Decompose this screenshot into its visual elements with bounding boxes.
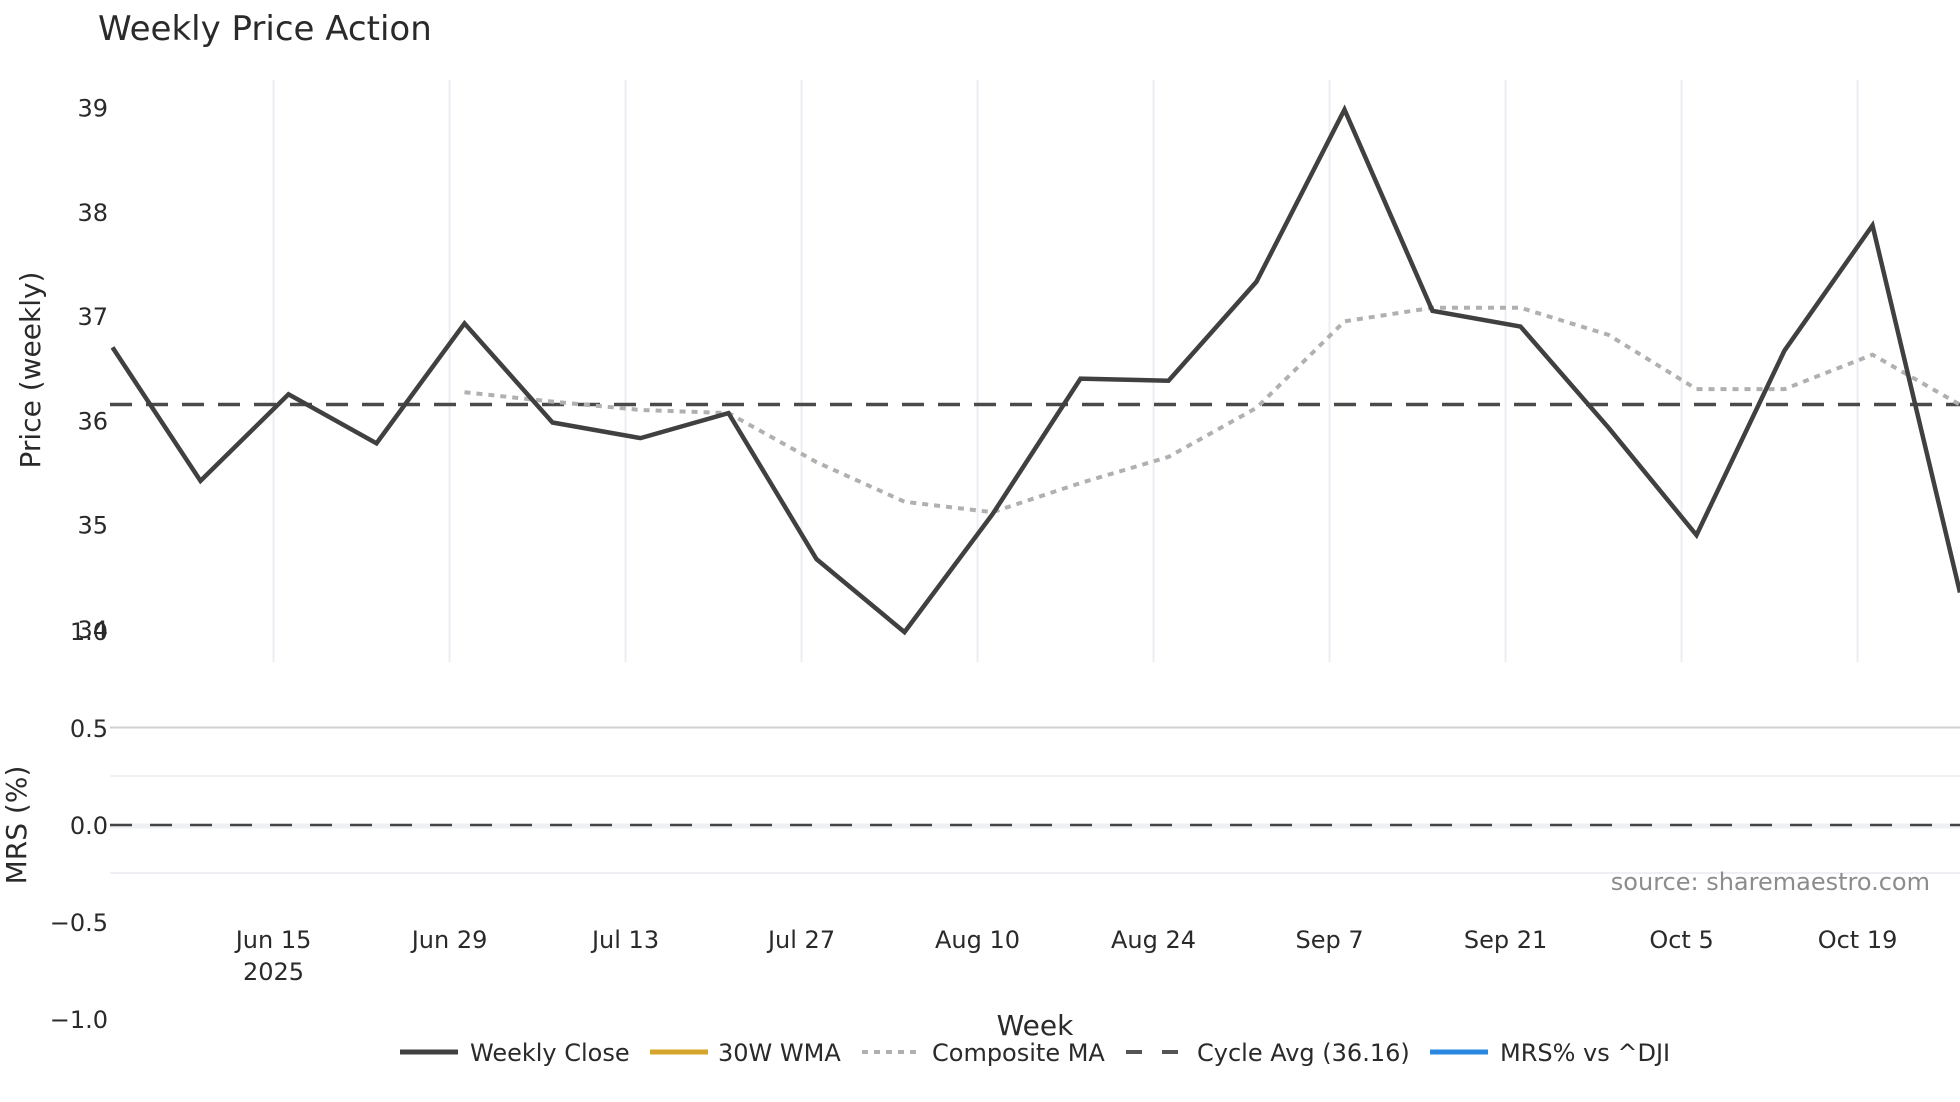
mrs-tick-label: −0.5 — [50, 909, 108, 937]
price-tick-label: 35 — [77, 512, 108, 540]
x-tick-label: Aug 24 — [1111, 926, 1196, 954]
x-axis-ticks: Jun 15 2025 Jun 29 Jul 13 Jul 27 Aug 10 Aug 24… — [234, 926, 1898, 986]
price-axis-label: Price (weekly) — [14, 272, 47, 469]
x-tick-year: 2025 — [243, 958, 304, 986]
mrs-tick-label: 1.0 — [70, 618, 108, 646]
price-tick-label: 37 — [77, 303, 108, 331]
legend-label: Cycle Avg (36.16) — [1197, 1039, 1410, 1067]
legend-label: Composite MA — [932, 1039, 1105, 1067]
x-tick-label: Oct 5 — [1649, 926, 1713, 954]
price-vertical-gridlines — [272, 80, 1859, 662]
mrs-y-ticks: −1.0 −0.5 0.0 0.5 1.0 — [50, 618, 108, 1034]
legend: Weekly Close 30W WMA Composite MA Cycle Avg… — [400, 1039, 1670, 1067]
mrs-tick-label: −1.0 — [50, 1006, 108, 1034]
price-tick-label: 36 — [77, 407, 108, 435]
legend-label: 30W WMA — [718, 1039, 841, 1067]
mrs-tick-label: 0.0 — [70, 812, 108, 840]
source-label: source: sharemaestro.com — [1611, 868, 1930, 896]
legend-label: Weekly Close — [470, 1039, 630, 1067]
mrs-axis-label: MRS (%) — [0, 766, 33, 885]
x-tick-label: Sep 7 — [1295, 926, 1363, 954]
price-tick-label: 34 — [77, 616, 108, 644]
x-axis-label: Week — [997, 1009, 1074, 1042]
x-tick-label: Jun 29 — [410, 926, 488, 954]
price-y-ticks: 34 35 36 37 38 39 — [77, 95, 108, 645]
x-tick-label: Jul 27 — [766, 926, 835, 954]
x-tick-label: Aug 10 — [935, 926, 1020, 954]
legend-label: MRS% vs ^DJI — [1500, 1039, 1670, 1067]
price-tick-label: 38 — [77, 199, 108, 227]
x-tick-label: Jul 13 — [590, 926, 659, 954]
x-tick-label: Sep 21 — [1464, 926, 1547, 954]
x-tick-label: Jun 15 — [234, 926, 312, 954]
price-tick-label: 39 — [77, 95, 108, 123]
composite-ma-line — [464, 305, 1960, 515]
chart-title: Weekly Price Action — [98, 9, 432, 49]
mrs-tick-label: 0.5 — [70, 715, 108, 743]
x-tick-label: Oct 19 — [1818, 926, 1898, 954]
weekly-close-line — [110, 104, 1960, 636]
